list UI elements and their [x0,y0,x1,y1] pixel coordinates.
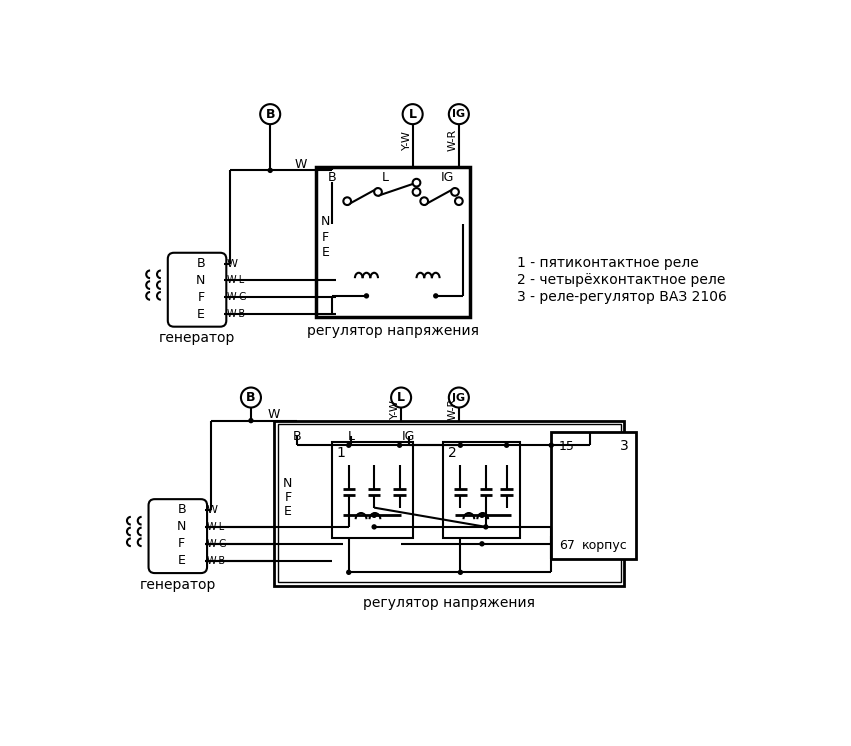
Text: F: F [322,231,329,244]
Bar [274,421,625,586]
Text: W-L: W-L [226,275,244,286]
Text: B: B [293,430,301,442]
Circle shape [413,188,420,195]
Text: B: B [266,107,275,121]
Circle shape [458,442,463,448]
Text: L: L [347,430,355,442]
Text: F: F [178,537,186,551]
Text: IG: IG [441,171,454,184]
Text: 67: 67 [559,539,574,552]
Text: корпус: корпус [582,539,628,552]
Text: 3 - реле-регулятор ВАЗ 2106: 3 - реле-регулятор ВАЗ 2106 [517,289,727,304]
Text: W: W [226,259,237,269]
Circle shape [455,198,463,205]
Circle shape [448,387,469,407]
Circle shape [267,168,273,173]
Text: регулятор напряжения: регулятор напряжения [307,324,479,337]
Text: F: F [284,491,292,504]
Text: L: L [382,171,389,184]
Circle shape [343,198,351,205]
Text: N: N [197,274,206,287]
Text: W: W [294,157,307,171]
Text: B: B [197,257,205,270]
Circle shape [420,198,428,205]
Circle shape [433,293,438,298]
Text: генератор: генератор [140,577,216,592]
Text: 2 - четырёхконтактное реле: 2 - четырёхконтактное реле [517,273,725,286]
Circle shape [241,387,261,407]
Circle shape [346,442,351,448]
Bar [332,442,413,539]
Text: B: B [328,171,336,184]
Text: B: B [246,391,255,404]
Circle shape [451,188,459,195]
Bar [443,442,521,539]
Text: N: N [177,521,186,533]
Circle shape [549,442,554,448]
Text: L: L [397,391,405,404]
Text: IG: IG [452,392,465,403]
Text: E: E [284,505,292,518]
Circle shape [448,104,469,124]
Bar [317,166,471,316]
Text: N: N [283,477,293,490]
Text: N: N [321,216,330,228]
Circle shape [458,570,463,575]
Circle shape [479,541,485,547]
Text: E: E [197,308,205,321]
Text: 1 - пятиконтактное реле: 1 - пятиконтактное реле [517,256,699,270]
Circle shape [397,442,403,448]
FancyBboxPatch shape [149,499,207,573]
Circle shape [479,513,485,518]
Text: W-B: W-B [207,556,226,565]
Text: E: E [178,554,186,567]
Circle shape [371,524,377,530]
Text: регулятор напряжения: регулятор напряжения [363,596,534,610]
Text: W-R: W-R [448,129,458,151]
Circle shape [413,179,420,186]
Text: Y-W: Y-W [390,399,400,419]
Text: W-L: W-L [207,522,226,532]
Circle shape [346,570,351,575]
Text: B: B [177,504,186,516]
Circle shape [374,188,382,195]
Text: генератор: генератор [159,331,235,345]
Text: W-G: W-G [226,292,247,302]
Text: W-B: W-B [226,310,245,319]
Circle shape [363,293,369,298]
Text: IG: IG [452,109,465,119]
Circle shape [504,442,509,448]
Circle shape [371,513,377,518]
Text: 1: 1 [337,446,346,460]
Text: IG: IG [403,430,415,442]
Text: L: L [408,107,417,121]
Bar [278,424,620,583]
Text: W-R: W-R [448,398,458,420]
Text: 15: 15 [559,439,574,453]
Text: W-G: W-G [207,539,228,549]
Text: F: F [197,291,204,304]
Circle shape [391,387,411,407]
Text: W: W [207,505,218,515]
Circle shape [260,104,280,124]
Circle shape [483,524,488,530]
Text: 3: 3 [620,439,629,453]
Text: Y-W: Y-W [402,131,412,150]
Text: E: E [322,246,329,260]
Circle shape [403,104,423,124]
Text: 2: 2 [448,446,457,460]
FancyBboxPatch shape [168,253,226,327]
Text: W: W [268,408,280,421]
Bar [551,432,636,560]
Circle shape [248,418,254,423]
